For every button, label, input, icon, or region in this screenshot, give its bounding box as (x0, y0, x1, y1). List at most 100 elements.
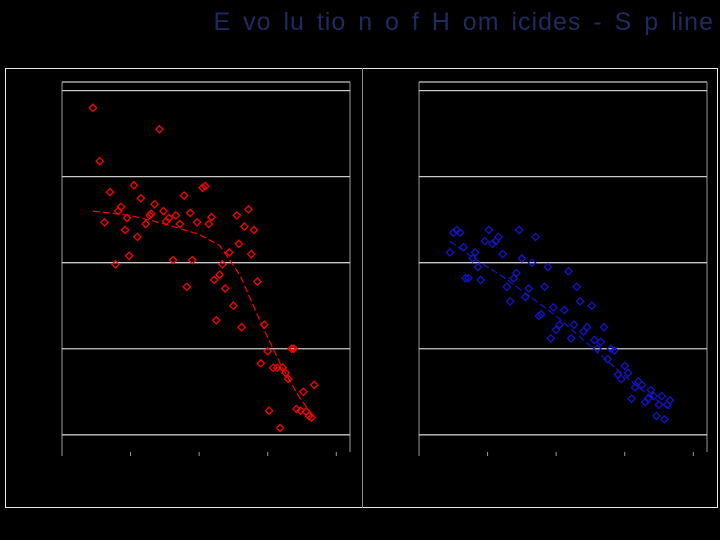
data-point (239, 222, 249, 232)
data-point (536, 309, 546, 319)
data-point (95, 156, 105, 166)
data-point (659, 414, 670, 424)
spline-line (449, 240, 671, 410)
data-point (263, 346, 273, 356)
data-point (182, 282, 192, 292)
data-point (291, 404, 302, 414)
data-point (539, 282, 550, 292)
data-point (200, 181, 210, 191)
data-point (116, 202, 126, 212)
data-point (587, 301, 597, 311)
data-point (455, 228, 465, 238)
data-point (651, 411, 661, 421)
data-point (543, 262, 553, 272)
data-point (463, 273, 473, 283)
data-point (480, 236, 490, 246)
data-point (232, 210, 242, 220)
data-point (657, 391, 667, 401)
data-point (511, 268, 521, 278)
data-point (502, 282, 512, 292)
data-point (246, 249, 256, 259)
data-point (575, 296, 585, 306)
data-point (546, 333, 556, 343)
data-point (599, 322, 609, 332)
data-point (220, 283, 230, 294)
data-point (448, 228, 458, 238)
data-point (555, 320, 565, 330)
data-point (146, 209, 156, 219)
data-point (623, 368, 633, 378)
data-point (105, 187, 115, 197)
data-point (296, 406, 306, 416)
data-point (275, 423, 285, 433)
slide-title: E vo lu tio n o f H om icides - S p line (213, 8, 714, 36)
data-point (252, 277, 262, 287)
data-point (136, 193, 146, 203)
data-point (596, 337, 606, 347)
data-point (445, 247, 455, 257)
data-point (630, 382, 640, 393)
data-point (548, 302, 558, 312)
data-point (179, 191, 189, 201)
data-point (88, 103, 98, 113)
data-point (287, 344, 297, 354)
data-point (484, 225, 494, 235)
data-point (256, 358, 266, 368)
data-point (171, 210, 181, 220)
data-point (517, 253, 527, 263)
data-point (209, 275, 219, 285)
figure-frame (5, 68, 718, 508)
data-point (185, 208, 195, 218)
data-point (637, 380, 647, 390)
data-point (110, 259, 121, 269)
data-point (473, 262, 483, 272)
data-point (280, 368, 291, 378)
data-point (627, 394, 637, 404)
data-point (187, 255, 197, 265)
data-point (461, 273, 471, 283)
data-point (206, 212, 217, 222)
data-point (289, 344, 299, 354)
data-point (603, 354, 613, 364)
data-point (493, 232, 504, 242)
data-point (309, 380, 319, 390)
data-point (470, 247, 480, 257)
data-point (99, 217, 110, 227)
data-point (520, 292, 530, 302)
data-point (665, 395, 675, 405)
data-point (620, 361, 630, 371)
data-point (164, 213, 174, 223)
data-point (572, 282, 582, 292)
panel-divider (362, 68, 363, 508)
data-point (298, 387, 308, 397)
data-point (234, 239, 244, 249)
data-point (654, 400, 664, 410)
data-point (217, 259, 228, 269)
data-point (589, 335, 600, 345)
data-point (648, 391, 659, 401)
data-point (514, 225, 524, 235)
data-point (154, 124, 164, 134)
data-point (120, 225, 130, 235)
data-point (228, 301, 238, 311)
data-point (307, 413, 317, 423)
data-point (211, 315, 221, 325)
data-point (609, 345, 619, 356)
data-point (646, 385, 656, 395)
data-point (129, 180, 139, 190)
data-point (563, 266, 574, 276)
data-point (249, 225, 259, 235)
data-point (487, 239, 497, 249)
data-point (534, 311, 544, 321)
data-point (569, 320, 579, 330)
data-point (640, 397, 650, 407)
data-point (198, 183, 208, 193)
data-point (175, 219, 185, 229)
data-point (122, 213, 132, 223)
data-point (141, 219, 151, 229)
data-point (215, 270, 225, 280)
left-panel-red (61, 81, 351, 456)
data-point (283, 374, 293, 384)
data-point (551, 325, 561, 335)
